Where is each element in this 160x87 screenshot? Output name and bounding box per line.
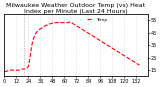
Legend: Temp: Temp <box>85 16 109 23</box>
Title: Milwaukee Weather Outdoor Temp (vs) Heat Index per Minute (Last 24 Hours): Milwaukee Weather Outdoor Temp (vs) Heat… <box>6 3 145 14</box>
